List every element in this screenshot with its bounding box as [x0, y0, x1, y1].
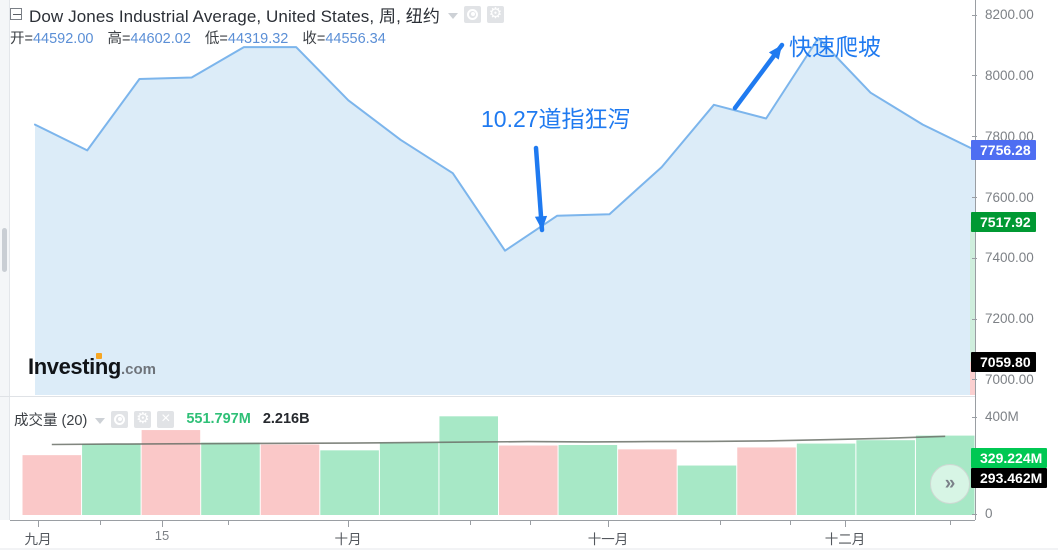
watermark-suffix: .com	[120, 361, 156, 378]
x-minor-tick	[950, 521, 951, 525]
x-tick-label: 15	[154, 528, 170, 543]
minus-box-icon[interactable]	[10, 8, 22, 20]
watermark: Investing.com	[28, 353, 156, 380]
ohlc-open-label: 开=	[10, 30, 33, 47]
bottom-edge	[0, 548, 1058, 550]
ohlc-low: 低=44319.32	[205, 27, 288, 48]
price-area-series	[34, 37, 975, 395]
x-tick-label: 九月	[24, 532, 52, 547]
volume-tick: 0	[972, 506, 993, 521]
price-tick: 7200.00	[972, 311, 1034, 327]
price-tick-label: 7400.00	[985, 250, 1034, 266]
low-level-badge[interactable]: 7059.80	[971, 351, 1036, 372]
open-level-badge[interactable]: 7517.92	[971, 212, 1036, 233]
page-title: Dow Jones Industrial Average, United Sta…	[29, 6, 440, 26]
ohlc-close: 收=44556.34	[302, 27, 385, 48]
price-axis[interactable]: 8200.00 8000.00 7800.00 7600.00 7400.00 7200.…	[971, 0, 1058, 397]
volume-chart-pane[interactable]	[10, 398, 975, 520]
volume-tick-label: 0	[985, 506, 993, 521]
x-tick	[38, 521, 39, 527]
x-minor-tick	[100, 521, 101, 525]
price-tick-label: 8200.00	[985, 7, 1034, 23]
price-tick: 7800.00	[972, 128, 1034, 144]
watermark-brand: Investing	[28, 354, 121, 379]
volume-bar-series	[22, 416, 975, 515]
scroll-to-latest-button[interactable]: »	[930, 464, 970, 504]
gear-icon[interactable]	[487, 4, 504, 24]
chart-header: Dow Jones Industrial Average, United Sta…	[10, 2, 960, 48]
ohlc-high: 高=44602.02	[107, 27, 190, 48]
chevron-down-icon[interactable]	[95, 418, 106, 424]
watermark-dot-icon	[96, 353, 102, 359]
volume-tick: 400M	[972, 409, 1019, 425]
volume-current-value: 551.797M	[186, 411, 251, 427]
eye-icon[interactable]	[464, 5, 481, 23]
price-tick: 7400.00	[972, 250, 1034, 266]
ohlc-high-value: 44602.02	[130, 30, 191, 47]
x-minor-tick	[790, 521, 791, 525]
x-axis[interactable]: 九月 15 十月 十一月 十二月	[0, 521, 1058, 550]
ohlc-close-label: 收=	[302, 30, 326, 47]
x-tick	[845, 521, 846, 527]
volume-axis[interactable]: 400M 0 329.224M 293.462M	[971, 397, 1058, 521]
ohlc-open-value: 44592.00	[32, 30, 94, 47]
volume-tick-label: 400M	[985, 409, 1019, 425]
eye-icon[interactable]	[111, 410, 129, 428]
left-collapse-rail[interactable]	[0, 0, 10, 520]
last-price-badge[interactable]: 7756.28	[971, 140, 1036, 160]
x-minor-tick	[228, 521, 229, 525]
ohlc-high-label: 高=	[107, 30, 131, 47]
volume-ma-badge[interactable]: 329.224M	[971, 448, 1048, 468]
left-drag-handle[interactable]	[2, 228, 7, 272]
annotation-crash-label: 10.27道指狂泻	[481, 106, 631, 132]
volume-indicator-label: 成交量 (20)	[14, 412, 88, 429]
volume-last-badge[interactable]: 293.462M	[971, 468, 1048, 488]
ohlc-row: 开=44592.00 高=44602.02 低=44319.32 收=44556…	[10, 27, 960, 47]
x-minor-tick	[470, 521, 471, 525]
close-icon[interactable]	[157, 409, 175, 429]
price-tick: 7600.00	[972, 189, 1034, 205]
x-axis-line	[10, 520, 975, 521]
volume-total-value: 2.216B	[262, 411, 310, 427]
price-tick: 7000.00	[972, 371, 1034, 387]
x-minor-tick	[720, 521, 721, 525]
gear-icon[interactable]	[134, 409, 152, 429]
ohlc-low-value: 44319.32	[227, 30, 289, 47]
price-tick-label: 7200.00	[985, 311, 1034, 327]
price-tick: 8000.00	[972, 67, 1034, 83]
x-tick	[348, 521, 349, 527]
x-tick-label: 十一月	[587, 532, 629, 547]
volume-header: 成交量 (20) 551.797M 2.216B	[14, 409, 310, 429]
chevron-down-icon[interactable]	[448, 13, 458, 19]
price-tick: 8200.00	[972, 7, 1034, 23]
x-tick-label: 十二月	[824, 532, 866, 547]
ohlc-close-value: 44556.34	[325, 30, 386, 47]
price-chart-pane[interactable]	[10, 0, 975, 395]
price-tick-label: 7000.00	[985, 371, 1034, 387]
price-tick-label: 8000.00	[985, 67, 1034, 83]
ohlc-low-label: 低=	[204, 30, 228, 47]
pane-separator	[0, 396, 975, 397]
x-tick	[608, 521, 609, 527]
price-tick-label: 7600.00	[985, 189, 1034, 205]
price-tick-label: 7800.00	[985, 128, 1034, 144]
ohlc-open: 开=44592.00	[10, 27, 93, 48]
x-tick	[162, 521, 163, 527]
annotation-rally-label: 快速爬坡	[789, 34, 881, 60]
symbol-row: Dow Jones Industrial Average, United Sta…	[10, 2, 960, 26]
x-minor-tick	[530, 521, 531, 525]
x-tick-label: 十月	[334, 532, 362, 547]
